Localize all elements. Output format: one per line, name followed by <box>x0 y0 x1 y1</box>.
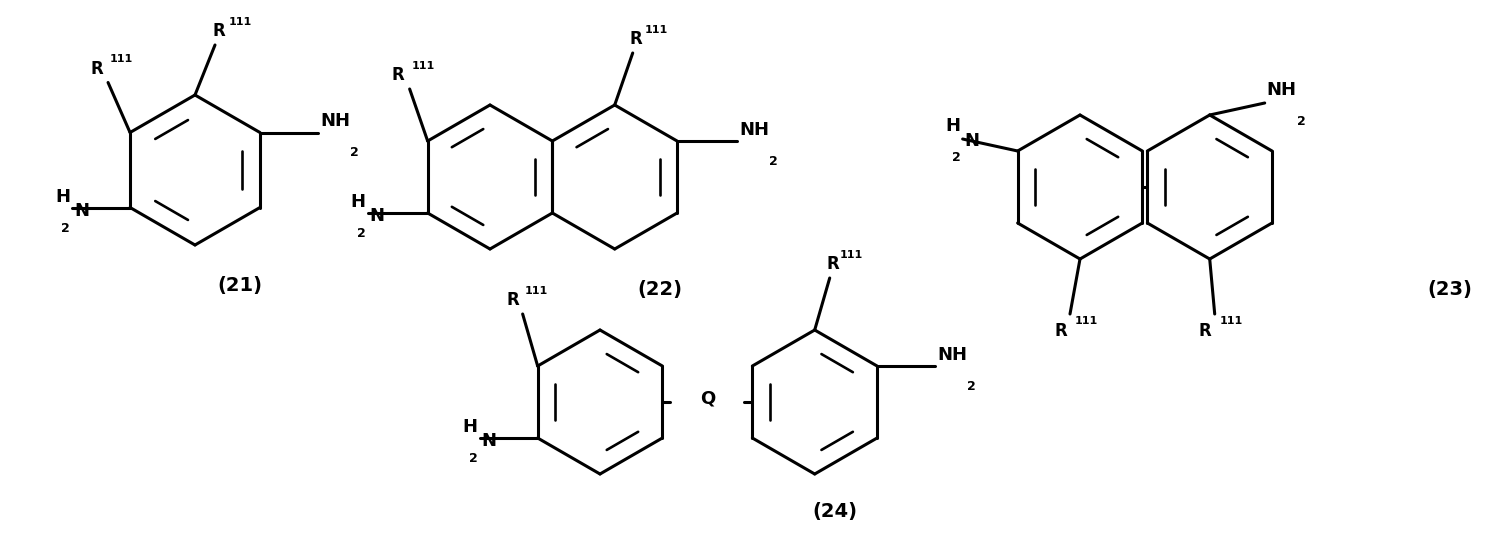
Text: 2: 2 <box>1296 115 1305 128</box>
Text: (22): (22) <box>637 280 682 299</box>
Text: (24): (24) <box>812 503 857 521</box>
Text: NH: NH <box>320 113 350 131</box>
Text: N: N <box>370 207 385 225</box>
Text: H: H <box>463 418 478 436</box>
Text: R: R <box>827 255 839 273</box>
Text: 2: 2 <box>350 147 359 160</box>
Text: 2: 2 <box>62 222 69 235</box>
Text: NH: NH <box>739 121 770 139</box>
Text: 111: 111 <box>412 61 435 71</box>
Text: 111: 111 <box>839 250 863 260</box>
Text: NH: NH <box>937 346 967 364</box>
Text: 2: 2 <box>952 151 961 164</box>
Text: H: H <box>946 117 961 135</box>
Text: R: R <box>392 66 404 84</box>
Text: N: N <box>964 132 979 150</box>
Text: N: N <box>481 432 496 450</box>
Text: 111: 111 <box>1219 316 1243 326</box>
Text: R: R <box>1200 322 1212 340</box>
Text: R: R <box>629 30 643 48</box>
Text: NH: NH <box>1266 81 1296 99</box>
Text: 2: 2 <box>358 227 365 240</box>
Text: R: R <box>1055 322 1067 340</box>
Text: 111: 111 <box>110 55 133 65</box>
Text: H: H <box>350 193 365 211</box>
Text: 111: 111 <box>1074 316 1099 326</box>
Text: R: R <box>91 60 103 78</box>
Text: 2: 2 <box>770 155 777 168</box>
Text: H: H <box>54 188 69 206</box>
Text: R: R <box>213 22 226 40</box>
Text: 2: 2 <box>469 452 478 465</box>
Text: 111: 111 <box>229 17 252 27</box>
Text: 2: 2 <box>967 380 976 393</box>
Text: (23): (23) <box>1428 280 1473 299</box>
Text: (21): (21) <box>217 276 263 294</box>
Text: 111: 111 <box>525 286 548 296</box>
Text: R: R <box>507 291 519 309</box>
Text: Q: Q <box>700 389 715 407</box>
Text: N: N <box>74 201 89 219</box>
Text: 111: 111 <box>644 25 668 35</box>
